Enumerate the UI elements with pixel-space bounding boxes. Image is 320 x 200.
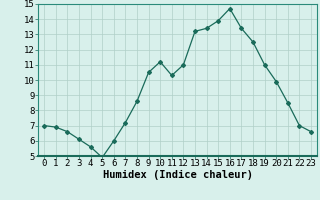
X-axis label: Humidex (Indice chaleur): Humidex (Indice chaleur): [103, 170, 252, 180]
